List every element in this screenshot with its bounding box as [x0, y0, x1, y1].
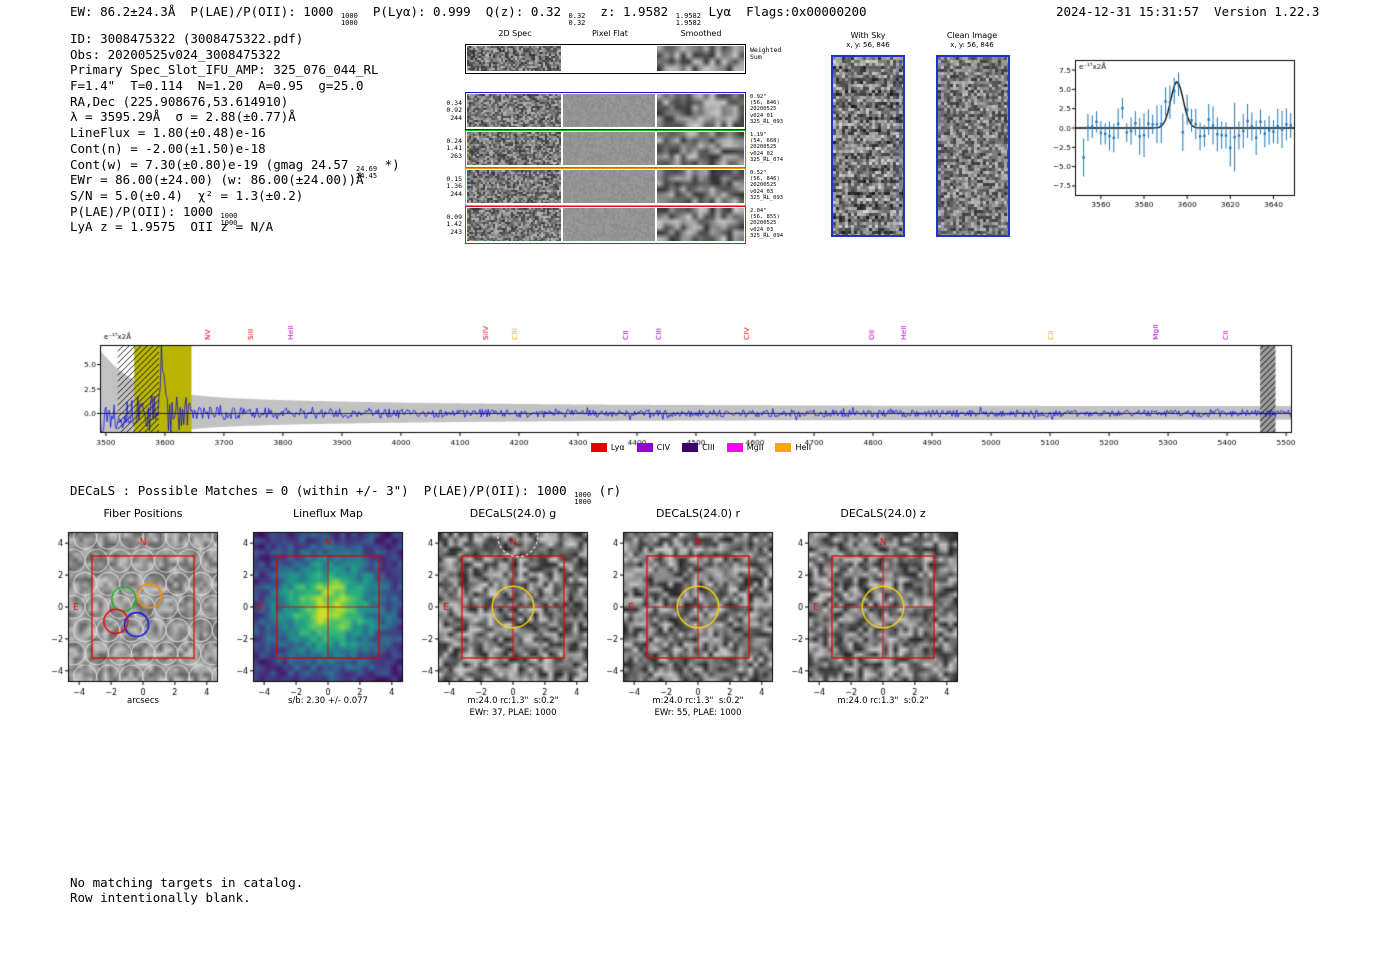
- fiber2-pixelflat-image: [563, 132, 655, 165]
- weighted-pixelflat-image: [563, 46, 655, 71]
- info-id: ID: 3008475322 (3008475322.pdf): [70, 31, 304, 46]
- fiber-row-3: [465, 168, 746, 206]
- header-datetime-version: 2024-12-31 15:31:57 Version 1.22.3: [1056, 4, 1320, 19]
- panel-title-decals-r: DECaLS(24.0) r: [655, 507, 741, 520]
- qz-fraction: 0.32 0.32: [568, 12, 586, 27]
- weighted-sum-label: Weighted Sum: [750, 46, 782, 62]
- fiber2-smoothed-image: [657, 132, 744, 165]
- header-plya-qz: P(Lyα): 0.999 Q(z): 0.32: [357, 4, 569, 19]
- footer-blank-row: Row intentionally blank.: [70, 890, 251, 905]
- panel-title-lineflux-map: Lineflux Map: [292, 507, 364, 520]
- weighted-2dspec-image: [467, 46, 561, 71]
- weighted-smoothed-image: [657, 46, 744, 71]
- panel-caption-g-mag: m:24.0 rc:1.3" s:0.2": [467, 696, 559, 706]
- col-title-smoothed: Smoothed: [680, 29, 722, 38]
- col-title-2dspec: 2D Spec: [498, 29, 532, 38]
- fiber4-smoothed-image: [657, 208, 744, 241]
- decals-match-line: DECaLS : Possible Matches = 0 (within +/…: [70, 483, 622, 506]
- legend-item-lya: Lyα: [590, 443, 625, 452]
- fiber1-smoothed-image: [657, 94, 744, 127]
- info-lineflux: LineFlux = 1.80(±0.48)e-16: [70, 125, 266, 141]
- fiber-positions-panel: [38, 526, 234, 708]
- info-ewr: EWr = 86.00(±24.00) (w: 86.00(±24.00))Å: [70, 172, 364, 188]
- decals-g-panel: [408, 526, 604, 708]
- panel-caption-r-mag: m:24.0 rc:1.3" s:0.2": [652, 696, 744, 706]
- fiber3-weights: 0.15 1.36 244: [446, 175, 462, 198]
- lineflux-map-panel: [223, 526, 419, 708]
- header-z: z: 1.9582: [585, 4, 676, 19]
- info-sn-chi2: S/N = 5.0(±0.4) χ² = 1.3(±0.2): [70, 187, 304, 203]
- legend-item-heii: HeII: [775, 443, 811, 452]
- fiber4-weights: 0.09 1.42 243: [446, 213, 462, 236]
- header-summary: EW: 86.2±24.3Å P(LAE)/P(OII): 1000 1000 1…: [70, 4, 867, 27]
- legend-item-ciii: CIII: [682, 443, 715, 452]
- panel-caption-arcsecs: arcsecs: [127, 696, 159, 706]
- detection-info-block: ID: 3008475322 (3008475322.pdf) Obs: 202…: [70, 31, 400, 235]
- mgii-swatch: [726, 443, 743, 452]
- fiber1-pixelflat-image: [563, 94, 655, 127]
- fiber4-2dspec-image: [467, 208, 561, 241]
- panel-caption-z-mag: m:24.0 rc:1.3" s:0.2": [837, 696, 929, 706]
- clean-image-coords: x, y: 56, 846: [950, 41, 994, 49]
- clean-image: [936, 55, 1010, 237]
- fiber-row-1: [465, 92, 746, 130]
- info-wavelength: λ = 3595.29Å σ = 2.88(±0.77)Å: [70, 109, 296, 125]
- plae-fraction-2: 1000 1000: [220, 211, 238, 227]
- civ-swatch: [636, 443, 653, 452]
- ciii-swatch: [682, 443, 699, 452]
- with-sky-image: [831, 55, 905, 237]
- fiber1-2dspec-image: [467, 94, 561, 127]
- info-obs: Obs: 20200525v024_3008475322: [70, 46, 281, 62]
- with-sky-title: With Sky: [850, 31, 886, 40]
- fiber4-pixelflat-image: [563, 208, 655, 241]
- fiber3-smoothed-image: [657, 170, 744, 203]
- heii-swatch: [775, 443, 792, 452]
- legend-item-civ: CIV: [636, 443, 670, 452]
- decals-plae-fraction: 1000 1000: [574, 491, 592, 506]
- fiber2-meta: 1.19" (54, 668) 20200525 v024_02 325_RL_074: [750, 132, 784, 163]
- weighted-sum-row: [465, 44, 746, 74]
- info-cont-n: Cont(n) = -2.00(±1.50)e-18: [70, 140, 266, 156]
- header-flags: Lyα Flags:0x00000200: [700, 4, 867, 19]
- panel-caption-g-ewr: EWr: 37, PLAE: 1000: [469, 708, 557, 718]
- footer-no-matches: No matching targets in catalog.: [70, 875, 304, 890]
- panel-title-decals-g: DECaLS(24.0) g: [469, 507, 557, 520]
- info-redshifts: LyA z = 1.9575 OII z = N/A: [70, 219, 274, 235]
- fiber2-2dspec-image: [467, 132, 561, 165]
- header-ew: EW: 86.2±24.3Å P(LAE)/P(OII): 1000: [70, 4, 341, 19]
- fiber2-weights: 0.24 1.41 263: [446, 137, 462, 160]
- info-radec: RA,Dec (225.908676,53.614910): [70, 93, 289, 109]
- info-fiber-params: F=1.4" T=0.114 N=1.20 A=0.95 g=25.0: [70, 78, 364, 94]
- fiber3-pixelflat-image: [563, 170, 655, 203]
- fiber-row-4: [465, 206, 746, 244]
- full-spectrum-plot: [68, 293, 1308, 469]
- panel-caption-r-ewr: EWr: 55, PLAE: 1000: [654, 708, 742, 718]
- info-cont-w: Cont(w) = 7.30(±0.80)e-19 (gmag 24.57 24…: [70, 156, 400, 180]
- panel-title-decals-z: DECaLS(24.0) z: [840, 507, 926, 520]
- spectrum-legend: Lyα CIV CIII MgII HeII: [556, 443, 846, 452]
- fiber-row-2: [465, 130, 746, 168]
- panel-title-fiber-positions: Fiber Positions: [103, 507, 183, 520]
- panel-caption-sb: s/b: 2.30 +/- 0.077: [288, 696, 368, 706]
- fiber3-meta: 0.52" (56, 846) 20200525 v024_03 325_RL_093: [750, 170, 784, 201]
- z-fraction: 1.9582 1.9582: [675, 12, 701, 27]
- fiber1-meta: 0.92" (56, 846) 20200525 v024_01 325_RL_093: [750, 94, 784, 125]
- fiber3-2dspec-image: [467, 170, 561, 203]
- legend-item-mgii: MgII: [726, 443, 763, 452]
- fiber1-weights: 0.34 0.92 244: [446, 99, 462, 122]
- info-primary-amp: Primary Spec_Slot_IFU_AMP: 325_076_044_R…: [70, 62, 379, 78]
- lya-swatch: [590, 443, 607, 452]
- with-sky-coords: x, y: 56, 846: [846, 41, 890, 49]
- decals-z-panel: [778, 526, 974, 708]
- clean-image-title: Clean Image: [946, 31, 998, 40]
- gmag-fraction: 24.69 24.45: [355, 164, 378, 180]
- col-title-pixelflat: Pixel Flat: [592, 29, 628, 38]
- line-fit-zoom-plot: [1033, 50, 1305, 220]
- plae-fraction: 1000 1000: [340, 12, 358, 27]
- decals-r-panel: [593, 526, 789, 708]
- fiber4-meta: 2.04" (56, 855) 20200525 v024_03 325_RL_094: [750, 208, 784, 239]
- info-plae-poii: P(LAE)/P(OII): 1000 1000 1000: [70, 203, 238, 227]
